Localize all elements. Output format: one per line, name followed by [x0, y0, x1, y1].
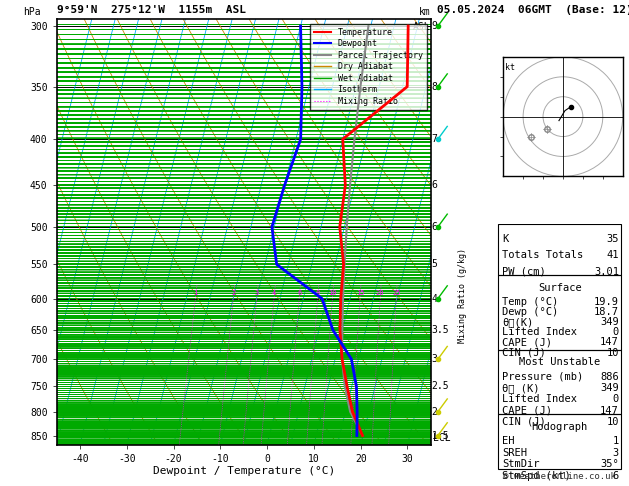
- Text: 3: 3: [613, 448, 619, 458]
- Text: 8: 8: [431, 82, 438, 92]
- Text: Pressure (mb): Pressure (mb): [502, 372, 583, 382]
- Text: 4: 4: [272, 291, 276, 296]
- Text: 6: 6: [431, 222, 438, 232]
- Text: 3: 3: [255, 291, 259, 296]
- Text: Hodograph: Hodograph: [532, 422, 588, 432]
- Text: 4: 4: [431, 294, 438, 304]
- Text: 1: 1: [613, 436, 619, 446]
- Text: 3.5: 3.5: [431, 325, 449, 335]
- Text: Totals Totals: Totals Totals: [502, 250, 583, 260]
- Text: 10: 10: [606, 417, 619, 427]
- Bar: [498, 224, 621, 275]
- Text: EH: EH: [502, 436, 515, 446]
- Text: km: km: [419, 7, 431, 17]
- Text: 2.5: 2.5: [431, 382, 449, 391]
- Bar: [498, 414, 621, 469]
- Text: 35°: 35°: [600, 459, 619, 469]
- Text: K: K: [502, 234, 508, 244]
- Text: Dewp (°C): Dewp (°C): [502, 307, 558, 317]
- Text: 10: 10: [328, 291, 337, 296]
- Text: StmSpd (kt): StmSpd (kt): [502, 471, 571, 481]
- Text: θᴇ(K): θᴇ(K): [502, 317, 533, 327]
- Text: 15: 15: [356, 291, 364, 296]
- Text: 2: 2: [431, 407, 438, 417]
- Text: 9: 9: [431, 21, 438, 31]
- Text: LCL: LCL: [433, 434, 451, 443]
- Text: 41: 41: [606, 250, 619, 260]
- Text: 2: 2: [231, 291, 235, 296]
- Bar: [498, 349, 621, 414]
- Text: CIN (J): CIN (J): [502, 417, 546, 427]
- Text: 0: 0: [613, 328, 619, 337]
- Text: 6: 6: [613, 471, 619, 481]
- Text: kt: kt: [505, 63, 515, 72]
- Bar: [498, 275, 621, 349]
- Text: CAPE (J): CAPE (J): [502, 406, 552, 416]
- Text: 8: 8: [316, 291, 320, 296]
- Text: Surface: Surface: [538, 283, 582, 293]
- Text: Lifted Index: Lifted Index: [502, 328, 577, 337]
- Text: 20: 20: [376, 291, 384, 296]
- Text: 349: 349: [600, 317, 619, 327]
- Text: SREH: SREH: [502, 448, 527, 458]
- Text: 6: 6: [297, 291, 301, 296]
- Text: 9°59'N  275°12'W  1155m  ASL: 9°59'N 275°12'W 1155m ASL: [57, 4, 245, 15]
- Text: 10: 10: [606, 347, 619, 358]
- Text: ASL: ASL: [413, 22, 431, 33]
- Text: 19.9: 19.9: [594, 297, 619, 307]
- Text: CIN (J): CIN (J): [502, 347, 546, 358]
- Legend: Temperature, Dewpoint, Parcel Trajectory, Dry Adiabat, Wet Adiabat, Isotherm, Mi: Temperature, Dewpoint, Parcel Trajectory…: [310, 24, 426, 110]
- Text: 5: 5: [431, 260, 438, 269]
- Text: 3.01: 3.01: [594, 267, 619, 277]
- Text: 1: 1: [193, 291, 198, 296]
- Text: 0: 0: [613, 395, 619, 404]
- Text: 886: 886: [600, 372, 619, 382]
- Text: 349: 349: [600, 383, 619, 393]
- Text: 3: 3: [431, 354, 438, 364]
- Text: 05.05.2024  06GMT  (Base: 12): 05.05.2024 06GMT (Base: 12): [437, 4, 629, 15]
- Text: 147: 147: [600, 406, 619, 416]
- Text: 35: 35: [606, 234, 619, 244]
- Text: PW (cm): PW (cm): [502, 267, 546, 277]
- Text: Lifted Index: Lifted Index: [502, 395, 577, 404]
- Text: CAPE (J): CAPE (J): [502, 337, 552, 347]
- Text: © weatheronline.co.uk: © weatheronline.co.uk: [503, 472, 616, 481]
- Text: 1.5: 1.5: [431, 431, 449, 440]
- Text: 25: 25: [392, 291, 401, 296]
- Text: 6: 6: [431, 180, 438, 191]
- Text: Mixing Ratio (g/kg): Mixing Ratio (g/kg): [458, 248, 467, 343]
- Text: StmDir: StmDir: [502, 459, 540, 469]
- Text: hPa: hPa: [23, 7, 40, 17]
- X-axis label: Dewpoint / Temperature (°C): Dewpoint / Temperature (°C): [153, 467, 335, 476]
- Text: Most Unstable: Most Unstable: [519, 357, 601, 367]
- Text: 147: 147: [600, 337, 619, 347]
- Text: 7: 7: [431, 134, 438, 144]
- Text: 18.7: 18.7: [594, 307, 619, 317]
- Text: θᴇ (K): θᴇ (K): [502, 383, 540, 393]
- Text: Temp (°C): Temp (°C): [502, 297, 558, 307]
